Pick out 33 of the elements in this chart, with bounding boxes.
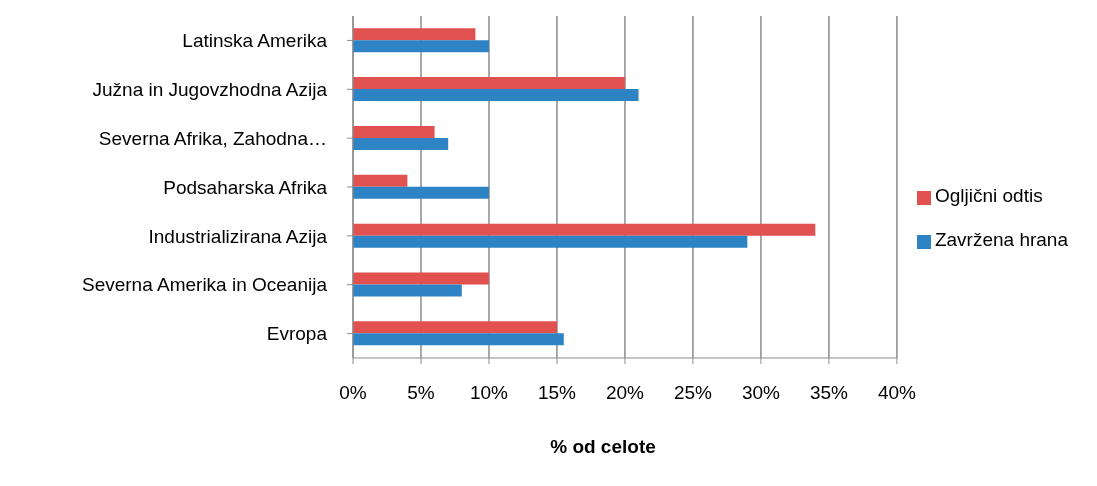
x-tick-label: 40% xyxy=(877,382,917,404)
y-tick-label: Evropa xyxy=(266,323,328,345)
bar xyxy=(353,272,489,285)
x-tick-label: 5% xyxy=(407,382,435,404)
x-tick-label: 35% xyxy=(809,382,849,404)
x-tick-label: 30% xyxy=(741,382,781,404)
bar xyxy=(353,174,408,187)
bar xyxy=(353,235,748,248)
x-tick-label: 10% xyxy=(469,382,509,404)
bar xyxy=(353,223,816,236)
bar xyxy=(353,186,489,199)
bar xyxy=(353,40,489,53)
y-tick-label: Latinska Amerika xyxy=(182,30,328,52)
x-tick-label: 15% xyxy=(537,382,577,404)
bar xyxy=(353,321,557,334)
y-tick-label: Industrializirana Azija xyxy=(148,225,328,247)
legend-label: Zavržena hrana xyxy=(934,229,1068,250)
bar xyxy=(353,89,639,102)
x-axis-title: % od celote xyxy=(549,436,657,458)
legend-label: Ogljični odtis xyxy=(934,185,1043,206)
x-tick-label: 25% xyxy=(673,382,713,404)
x-tick-label: 20% xyxy=(605,382,645,404)
x-tick-label: 0% xyxy=(339,382,367,404)
y-tick-label: Severna Amerika in Oceanija xyxy=(81,274,328,296)
y-tick-label: Severna Afrika, Zahodna… xyxy=(98,127,327,149)
bar xyxy=(353,333,564,346)
bar xyxy=(353,125,435,138)
bar xyxy=(353,77,625,90)
bar xyxy=(353,284,462,297)
bar xyxy=(353,28,476,41)
bar xyxy=(353,137,449,150)
y-tick-label: Podsaharska Afrika xyxy=(163,176,328,198)
y-tick-label: Južna in Jugovzhodna Azija xyxy=(92,79,328,101)
